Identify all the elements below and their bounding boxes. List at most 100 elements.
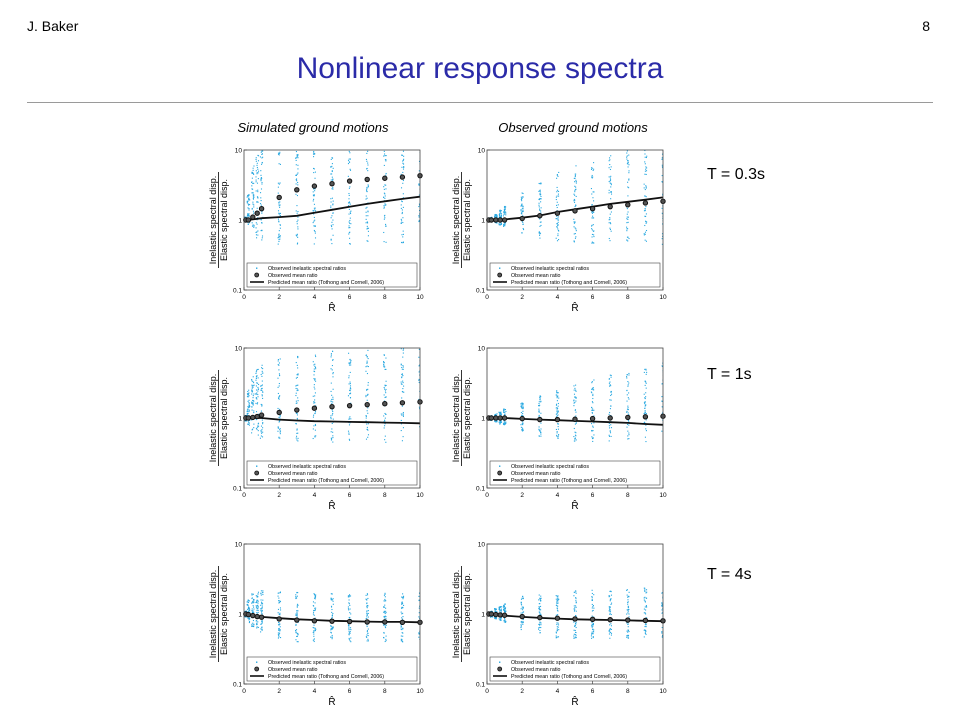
scatter-point bbox=[313, 188, 315, 190]
scatter-point bbox=[664, 363, 665, 364]
scatter-point bbox=[313, 414, 315, 416]
scatter-point bbox=[295, 159, 297, 161]
scatter-point bbox=[538, 411, 540, 413]
scatter-point bbox=[591, 174, 593, 177]
scatter-point bbox=[312, 605, 314, 607]
observed-mean-point bbox=[294, 187, 300, 193]
scatter-point bbox=[314, 607, 316, 609]
scatter-point bbox=[247, 223, 249, 225]
scatter-point bbox=[500, 212, 502, 214]
scatter-point bbox=[296, 615, 298, 617]
scatter-point bbox=[401, 596, 403, 598]
scatter-point bbox=[255, 389, 258, 391]
scatter-point bbox=[348, 626, 350, 628]
scatter-point bbox=[246, 200, 248, 202]
scatter-point bbox=[349, 359, 351, 361]
scatter-point bbox=[314, 177, 316, 179]
scatter-point bbox=[644, 153, 646, 155]
scatter-point bbox=[575, 601, 577, 603]
scatter-point bbox=[385, 388, 387, 391]
scatter-point bbox=[348, 383, 350, 385]
scatter-point bbox=[385, 413, 387, 415]
scatter-point bbox=[383, 624, 385, 626]
scatter-point bbox=[538, 408, 540, 410]
scatter-point bbox=[626, 410, 628, 412]
scatter-point bbox=[295, 392, 297, 394]
scatter-point bbox=[662, 235, 663, 237]
scatter-point bbox=[591, 228, 593, 230]
row-label-t1: T = 1s bbox=[707, 366, 752, 383]
scatter-point bbox=[591, 236, 593, 238]
scatter-point bbox=[555, 604, 557, 606]
scatter-point bbox=[500, 609, 502, 611]
scatter-point bbox=[628, 398, 630, 400]
scatter-point bbox=[645, 622, 647, 624]
scatter-point bbox=[661, 181, 663, 183]
scatter-point bbox=[330, 207, 332, 209]
scatter-point bbox=[296, 234, 298, 236]
scatter-point bbox=[347, 625, 350, 627]
scatter-point bbox=[626, 208, 628, 210]
scatter-point bbox=[591, 388, 593, 390]
scatter-point bbox=[628, 432, 630, 434]
scatter-point bbox=[384, 640, 386, 643]
scatter-point bbox=[383, 241, 385, 243]
scatter-point bbox=[402, 348, 405, 350]
scatter-point bbox=[246, 202, 248, 204]
scatter-point bbox=[349, 362, 351, 364]
scatter-point bbox=[278, 230, 280, 232]
scatter-point bbox=[521, 402, 523, 404]
scatter-point bbox=[296, 156, 298, 158]
scatter-point bbox=[573, 200, 575, 202]
scatter-point bbox=[247, 195, 249, 197]
scatter-point bbox=[591, 167, 593, 169]
scatter-point bbox=[246, 604, 248, 606]
scatter-point bbox=[312, 210, 314, 212]
scatter-point bbox=[421, 182, 422, 183]
scatter-point bbox=[257, 593, 259, 595]
scatter-point bbox=[348, 623, 350, 625]
scatter-point bbox=[503, 620, 505, 622]
scatter-point bbox=[331, 628, 333, 630]
scatter-point bbox=[402, 595, 405, 597]
scatter-point bbox=[558, 629, 560, 631]
scatter-point bbox=[277, 153, 280, 155]
scatter-point bbox=[593, 409, 595, 411]
scatter-point bbox=[504, 605, 506, 608]
scatter-point bbox=[262, 391, 264, 393]
scatter-point bbox=[347, 628, 350, 630]
scatter-point bbox=[540, 614, 542, 616]
scatter-point bbox=[503, 423, 505, 425]
scatter-point bbox=[261, 237, 263, 239]
scatter-point bbox=[402, 179, 404, 182]
scatter-point bbox=[295, 179, 297, 181]
scatter-point bbox=[420, 157, 421, 158]
scatter-point bbox=[279, 408, 281, 410]
scatter-point bbox=[555, 196, 557, 198]
scatter-point bbox=[644, 398, 646, 400]
scatter-point bbox=[260, 385, 262, 387]
scatter-point bbox=[247, 423, 249, 425]
scatter-point bbox=[365, 438, 368, 440]
scatter-point bbox=[260, 151, 262, 153]
scatter-point bbox=[255, 170, 257, 172]
scatter-point bbox=[538, 627, 540, 629]
x-tick-label: 8 bbox=[383, 688, 387, 695]
scatter-point bbox=[574, 205, 576, 208]
scatter-point bbox=[661, 157, 663, 159]
scatter-point bbox=[253, 384, 255, 386]
scatter-point bbox=[261, 389, 263, 391]
scatter-point bbox=[255, 222, 257, 224]
scatter-point bbox=[331, 414, 333, 416]
scatter-point bbox=[556, 396, 558, 398]
scatter-point bbox=[279, 182, 281, 184]
scatter-point bbox=[610, 634, 612, 636]
scatter-point bbox=[645, 613, 647, 615]
scatter-point bbox=[296, 417, 298, 419]
scatter-point bbox=[661, 603, 663, 605]
scatter-point bbox=[313, 630, 315, 632]
scatter-point bbox=[557, 437, 559, 439]
scatter-point bbox=[401, 613, 403, 615]
scatter-point bbox=[295, 614, 297, 616]
scatter-point bbox=[330, 201, 332, 203]
